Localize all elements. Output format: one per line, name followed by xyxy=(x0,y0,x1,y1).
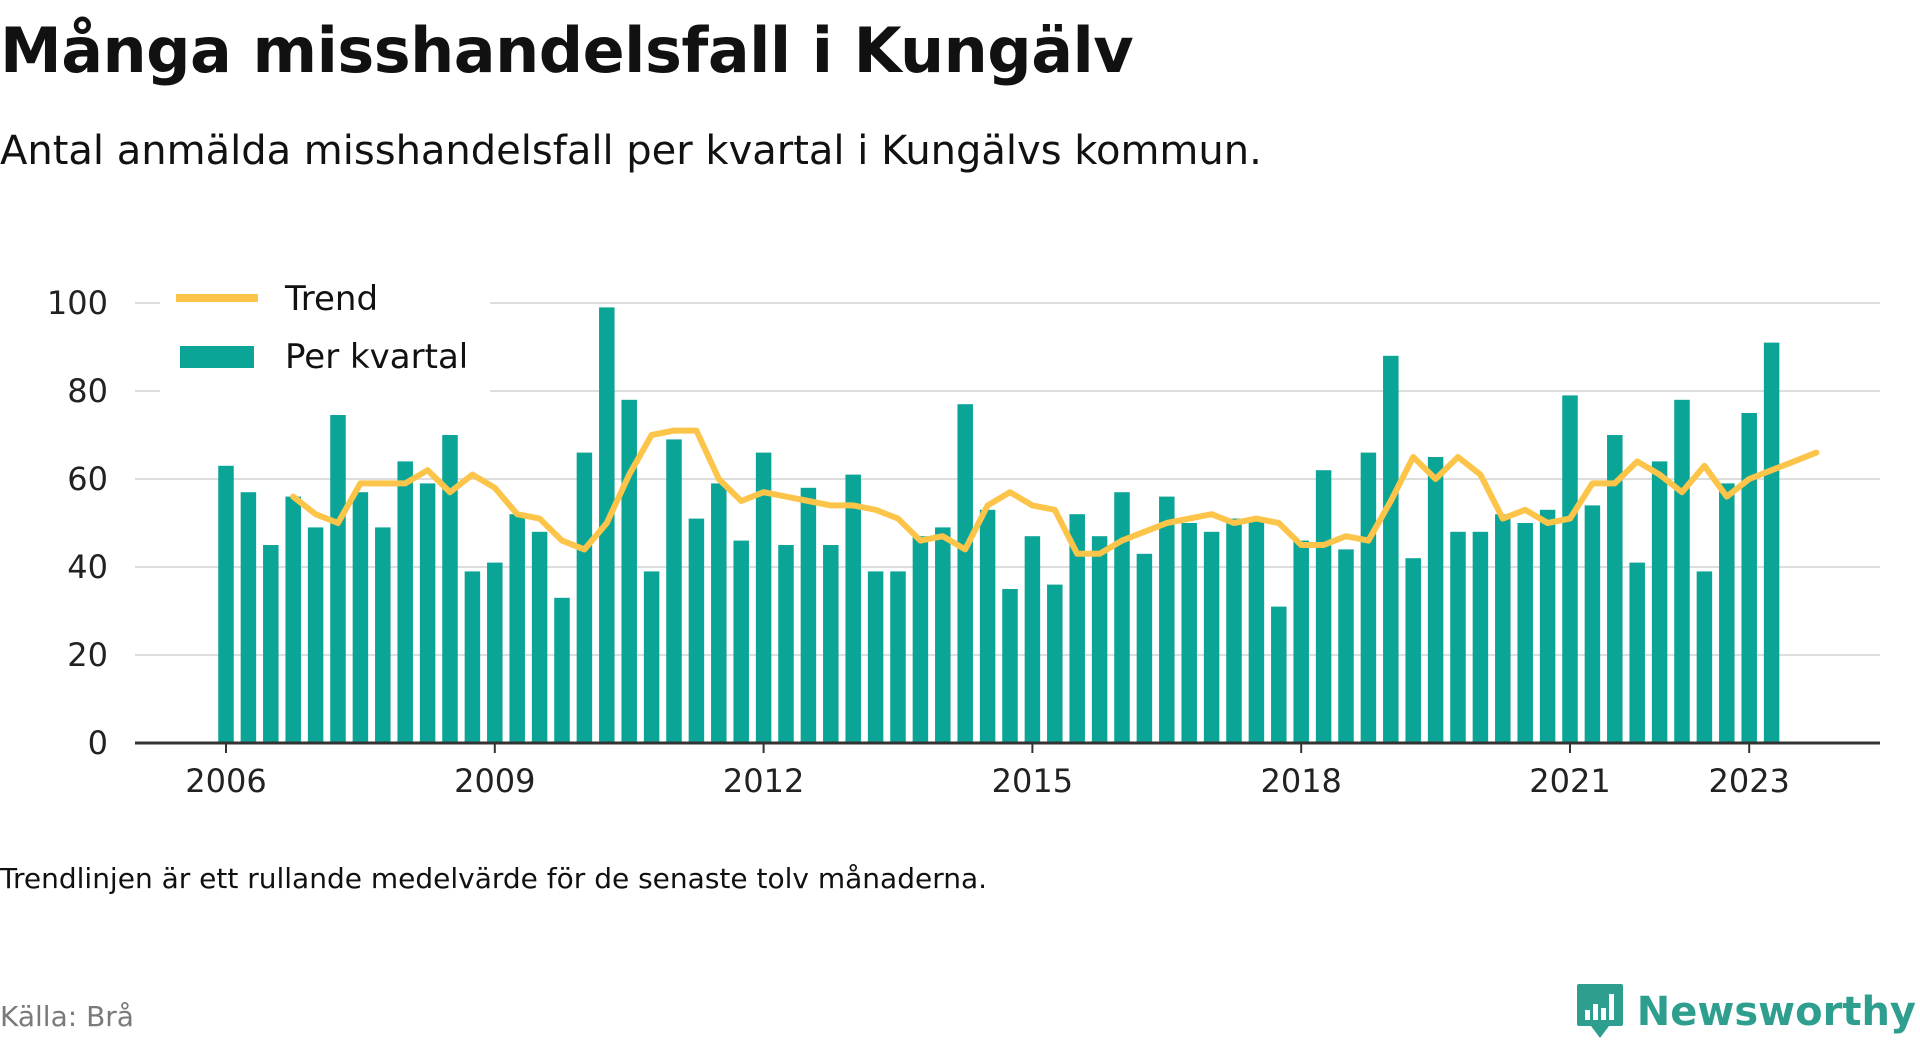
y-tick-label: 40 xyxy=(67,548,108,586)
bar xyxy=(912,536,929,743)
legend-bar-swatch xyxy=(180,346,254,368)
x-tick-label: 2012 xyxy=(723,762,804,800)
bar xyxy=(1181,523,1197,743)
bar xyxy=(1091,536,1108,743)
x-tick-label: 2018 xyxy=(1260,762,1341,800)
bar xyxy=(778,545,794,743)
bar xyxy=(464,571,481,743)
bar xyxy=(1248,518,1265,743)
bar xyxy=(263,545,279,743)
bar xyxy=(1629,562,1645,743)
y-tick-label: 20 xyxy=(67,636,108,674)
y-tick-label: 80 xyxy=(67,372,108,410)
trend-line xyxy=(290,427,1820,557)
bar xyxy=(397,461,413,743)
legend: Trend Per kvartal xyxy=(160,279,490,415)
trend-note: Trendlinjen är ett rullande medelvärde f… xyxy=(0,862,988,895)
bar xyxy=(576,452,593,743)
bar xyxy=(755,452,772,743)
bar xyxy=(867,571,884,743)
bar xyxy=(1427,457,1444,743)
bar xyxy=(979,509,996,743)
bar xyxy=(531,531,548,743)
bar xyxy=(352,492,369,743)
bar xyxy=(487,562,503,743)
bar xyxy=(1562,395,1578,743)
bar xyxy=(1495,514,1511,743)
bar xyxy=(1472,531,1489,743)
bar xyxy=(1159,496,1175,743)
bar xyxy=(1069,514,1085,743)
bar xyxy=(800,487,817,743)
bar xyxy=(1763,342,1780,743)
x-tick-label: 2006 xyxy=(185,762,266,800)
bar xyxy=(1315,470,1332,743)
bar xyxy=(307,527,324,743)
bar xyxy=(845,474,861,743)
bar xyxy=(1047,584,1063,743)
bar xyxy=(218,465,234,743)
bar xyxy=(1696,571,1713,743)
bar xyxy=(1338,549,1354,743)
x-tick-label: 2021 xyxy=(1529,762,1610,800)
bar xyxy=(823,545,839,743)
bar xyxy=(1271,606,1287,743)
bar xyxy=(1383,355,1399,743)
chart-title: Många misshandelsfall i Kungälv xyxy=(0,14,1134,87)
bar xyxy=(935,527,951,743)
bar xyxy=(1607,435,1623,743)
bar xyxy=(375,527,391,743)
bar xyxy=(1674,399,1690,743)
bar xyxy=(1584,505,1601,743)
bars xyxy=(218,307,1780,743)
x-tick-label: 2009 xyxy=(454,762,535,800)
trend-line-group xyxy=(290,427,1820,557)
bar xyxy=(1024,536,1041,743)
bar xyxy=(666,439,682,743)
bar xyxy=(1651,461,1668,743)
bar xyxy=(1719,483,1735,743)
bar xyxy=(1226,518,1242,743)
bar xyxy=(509,514,525,743)
bar xyxy=(1517,523,1533,743)
bar xyxy=(1136,553,1153,743)
bar xyxy=(554,597,570,743)
chart-speech-bubble-icon xyxy=(1576,984,1623,1038)
bar-chart: 0 20 40 60 80 100 2006 2009 2012 2015 2018 2021 2023… xyxy=(47,279,1880,800)
bar xyxy=(890,571,906,743)
bar xyxy=(1203,531,1220,743)
chart-subtitle: Antal anmälda misshandelsfall per kvarta… xyxy=(0,128,1262,174)
brand-logo: Newsworthy xyxy=(1575,982,1916,1042)
bar xyxy=(1741,413,1757,743)
bar xyxy=(1114,492,1130,743)
legend-trend-label: Trend xyxy=(284,279,378,319)
x-tick-label: 2023 xyxy=(1708,762,1789,800)
bar xyxy=(643,571,660,743)
y-tick-label: 0 xyxy=(88,724,108,762)
bar xyxy=(240,492,257,743)
bar xyxy=(957,404,973,743)
bar xyxy=(733,540,749,743)
x-tick-label: 2015 xyxy=(992,762,1073,800)
bar xyxy=(285,496,301,743)
source-label: Källa: Brå xyxy=(0,1000,134,1033)
bar xyxy=(711,483,727,743)
bar xyxy=(330,399,346,743)
bar xyxy=(1405,558,1421,743)
bar xyxy=(1450,531,1466,743)
legend-bar-label: Per kvartal xyxy=(285,337,468,377)
bar xyxy=(621,399,637,743)
y-tick-label: 100 xyxy=(47,284,108,322)
bar xyxy=(1539,509,1556,743)
bar xyxy=(1360,452,1377,743)
bar xyxy=(419,483,436,743)
bar xyxy=(442,435,458,743)
bar xyxy=(688,518,705,743)
y-tick-label: 60 xyxy=(67,460,108,498)
bar xyxy=(1002,589,1018,743)
axes: 0 20 40 60 80 100 2006 2009 2012 2015 2018 2021 2023 xyxy=(47,284,1880,800)
brand-name: Newsworthy xyxy=(1636,989,1916,1035)
bar xyxy=(1293,540,1309,743)
